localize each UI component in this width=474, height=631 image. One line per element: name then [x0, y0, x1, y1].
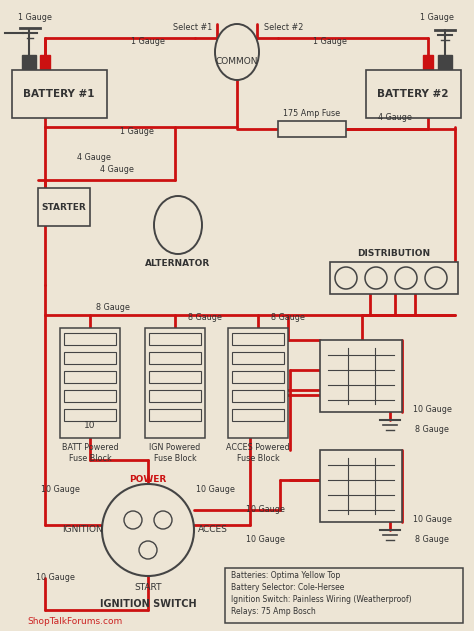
Text: 10 Gauge: 10 Gauge [36, 574, 74, 582]
Bar [330, 262, 458, 294]
Text: Ignition Switch: Painless Wiring (Weatherproof): Ignition Switch: Painless Wiring (Weathe… [231, 596, 411, 604]
Bar [149, 409, 201, 421]
Text: 8 Gauge: 8 Gauge [415, 536, 449, 545]
Bar [149, 371, 201, 383]
Bar [40, 55, 50, 69]
Text: Select #1: Select #1 [173, 23, 213, 33]
Text: 10: 10 [84, 420, 96, 430]
Text: Battery Selector: Cole-Hersee: Battery Selector: Cole-Hersee [231, 584, 345, 593]
Bar [38, 188, 90, 226]
Ellipse shape [154, 196, 202, 254]
Text: 4 Gauge: 4 Gauge [77, 153, 111, 162]
Text: 10 Gauge: 10 Gauge [412, 406, 451, 415]
Bar [64, 409, 116, 421]
Text: 1 Gauge: 1 Gauge [420, 13, 454, 23]
Bar [320, 450, 402, 522]
Circle shape [102, 484, 194, 576]
Bar [12, 70, 107, 118]
Bar [366, 70, 461, 118]
Bar [60, 328, 120, 438]
Bar [145, 328, 205, 438]
Bar [438, 55, 452, 69]
Bar [149, 390, 201, 402]
Text: 10 Gauge: 10 Gauge [246, 536, 284, 545]
Text: 1 Gauge: 1 Gauge [313, 37, 347, 47]
Text: 4 Gauge: 4 Gauge [378, 114, 412, 122]
Text: COMMON: COMMON [216, 57, 258, 66]
Text: ACCES: ACCES [198, 526, 228, 534]
Text: 8 Gauge: 8 Gauge [271, 314, 305, 322]
Text: 4 Gauge: 4 Gauge [100, 165, 134, 175]
Text: Batteries: Optima Yellow Top: Batteries: Optima Yellow Top [231, 572, 340, 581]
Bar [232, 333, 284, 345]
Text: 10 Gauge: 10 Gauge [412, 516, 451, 524]
Text: Select #2: Select #2 [264, 23, 304, 33]
Text: 10 Gauge: 10 Gauge [246, 505, 284, 514]
Bar [64, 352, 116, 364]
Text: IGN Powered
Fuse Block: IGN Powered Fuse Block [149, 444, 201, 463]
Text: IGNITION: IGNITION [63, 526, 103, 534]
Circle shape [124, 511, 142, 529]
Text: DISTRIBUTION: DISTRIBUTION [357, 249, 430, 259]
Text: 8 Gauge: 8 Gauge [415, 425, 449, 435]
Text: Relays: 75 Amp Bosch: Relays: 75 Amp Bosch [231, 608, 316, 616]
Ellipse shape [215, 24, 259, 80]
Bar [64, 390, 116, 402]
Text: 1 Gauge: 1 Gauge [131, 37, 165, 47]
Bar [320, 340, 402, 412]
Bar [149, 352, 201, 364]
Circle shape [139, 541, 157, 559]
Bar [232, 371, 284, 383]
Text: 1 Gauge: 1 Gauge [18, 13, 52, 23]
Circle shape [154, 511, 172, 529]
Bar [64, 333, 116, 345]
Circle shape [365, 267, 387, 289]
Text: 1 Gauge: 1 Gauge [120, 127, 154, 136]
Text: STARTER: STARTER [42, 203, 86, 211]
Bar [64, 371, 116, 383]
Circle shape [335, 267, 357, 289]
Text: BATTERY #2: BATTERY #2 [377, 89, 449, 99]
Bar [225, 568, 463, 623]
Bar [232, 409, 284, 421]
Text: START: START [134, 584, 162, 593]
Text: 8 Gauge: 8 Gauge [188, 314, 222, 322]
Bar [232, 390, 284, 402]
Text: ACCES Powered
Fuse Block: ACCES Powered Fuse Block [226, 444, 290, 463]
Text: ShopTalkForums.com: ShopTalkForums.com [27, 618, 123, 627]
Circle shape [395, 267, 417, 289]
Bar [232, 352, 284, 364]
Bar [423, 55, 433, 69]
Text: POWER: POWER [129, 476, 167, 485]
Text: 10 Gauge: 10 Gauge [196, 485, 235, 495]
Text: IGNITION SWITCH: IGNITION SWITCH [100, 599, 196, 609]
Text: 10 Gauge: 10 Gauge [41, 485, 80, 495]
Text: 8 Gauge: 8 Gauge [96, 302, 130, 312]
Text: 175 Amp Fuse: 175 Amp Fuse [283, 110, 340, 119]
Bar [22, 55, 36, 69]
Bar [278, 121, 346, 137]
Bar [149, 333, 201, 345]
Text: BATTERY #1: BATTERY #1 [23, 89, 95, 99]
Circle shape [425, 267, 447, 289]
Bar [228, 328, 288, 438]
Text: BATT Powered
Fuse Block: BATT Powered Fuse Block [62, 444, 118, 463]
Text: ALTERNATOR: ALTERNATOR [146, 259, 210, 268]
